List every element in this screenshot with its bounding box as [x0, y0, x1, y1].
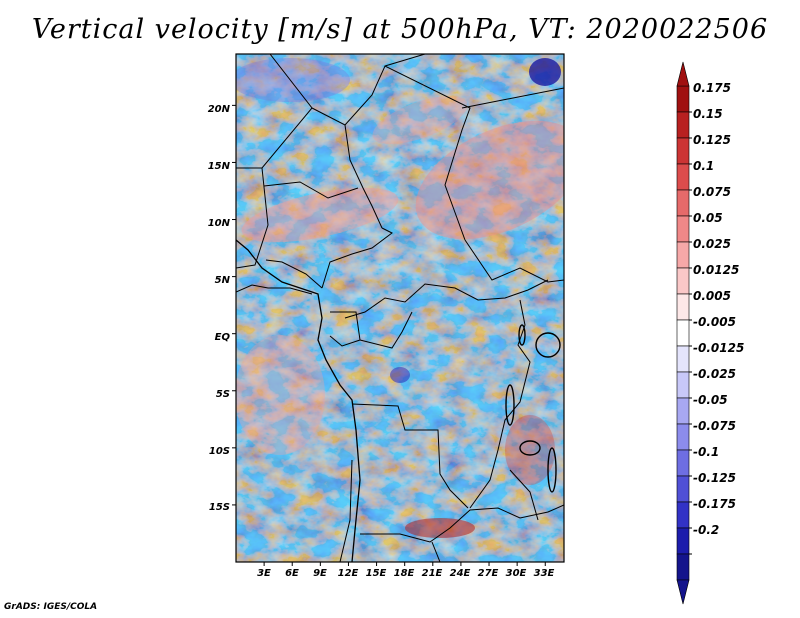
colorbar-swatch	[676, 423, 690, 451]
vertical-velocity-field	[236, 54, 564, 562]
colorbar-swatch	[676, 449, 690, 477]
colorbar-swatch	[676, 345, 690, 373]
colorbar-label: -0.025	[693, 367, 736, 381]
lon-label-33e: 33E	[533, 568, 555, 579]
colorbar-swatch	[676, 319, 690, 347]
colorbar-swatch	[676, 267, 690, 295]
lon-label-6e: 6E	[285, 568, 299, 579]
map-borders	[236, 54, 564, 562]
colorbar-swatch	[676, 137, 690, 165]
colorbar-bottom-arrow	[676, 579, 690, 605]
lat-label-20n: 20N	[207, 104, 230, 115]
lat-label-15n: 15N	[207, 161, 230, 172]
colorbar-label: 0.075	[693, 185, 731, 199]
colorbar-swatch	[676, 501, 690, 529]
colorbar-label: 0.005	[693, 289, 731, 303]
colorbar-swatch	[676, 527, 690, 555]
colorbar-label: -0.005	[693, 315, 736, 329]
colorbar-swatch	[676, 397, 690, 425]
colorbar-label: -0.05	[693, 393, 728, 407]
map-frame	[235, 53, 565, 563]
colorbar-swatch	[676, 215, 690, 243]
colorbar-swatch	[676, 293, 690, 321]
colorbar-swatch	[676, 189, 690, 217]
colorbar-label: 0.15	[693, 107, 723, 121]
colorbar-label: 0.175	[693, 81, 731, 95]
lat-label-5n: 5N	[214, 275, 230, 286]
axis-ticks	[232, 104, 546, 566]
colorbar-swatch	[676, 371, 690, 399]
lon-label-3e: 3E	[257, 568, 271, 579]
colorbar-label: -0.1	[693, 445, 720, 459]
colorbar-swatch	[676, 85, 690, 113]
colorbar-label: 0.1	[693, 159, 715, 173]
colorbar-label: -0.0125	[693, 341, 745, 355]
lon-label-9e: 9E	[313, 568, 327, 579]
colorbar-label: 0.025	[693, 237, 731, 251]
grads-credit: GrADS: IGES/COLA	[4, 602, 98, 612]
colorbar-swatch	[676, 111, 690, 139]
colorbar	[676, 61, 692, 605]
colorbar-top-arrow	[676, 61, 690, 87]
lon-label-24e: 24E	[449, 568, 471, 579]
lat-label-eq: EQ	[214, 332, 230, 343]
colorbar-label: 0.0125	[693, 263, 740, 277]
lat-label-5s: 5S	[215, 389, 230, 400]
colorbar-label: -0.125	[693, 471, 736, 485]
colorbar-swatch	[676, 475, 690, 503]
colorbar-label: 0.125	[693, 133, 731, 147]
coastline	[235, 239, 361, 563]
colorbar-label: -0.075	[693, 419, 736, 433]
lat-label-10s: 10S	[208, 446, 230, 457]
colorbar-label: -0.2	[693, 523, 720, 537]
colorbar-label: 0.05	[693, 211, 723, 225]
lakes	[505, 324, 561, 493]
lat-label-15s: 15S	[208, 502, 230, 513]
lon-label-27e: 27E	[477, 568, 499, 579]
lon-label-18e: 18E	[393, 568, 415, 579]
lon-label-12e: 12E	[337, 568, 359, 579]
lat-label-10n: 10N	[207, 218, 230, 229]
colorbar-swatch	[676, 553, 690, 581]
colorbar-label: -0.175	[693, 497, 736, 511]
lon-label-30e: 30E	[505, 568, 527, 579]
chart-title: Vertical velocity [m/s] at 500hPa, VT: 2…	[31, 14, 769, 45]
colorbar-swatch	[676, 241, 690, 269]
lon-label-15e: 15E	[365, 568, 387, 579]
colorbar-swatch	[676, 163, 690, 191]
lon-label-21e: 21E	[421, 568, 443, 579]
